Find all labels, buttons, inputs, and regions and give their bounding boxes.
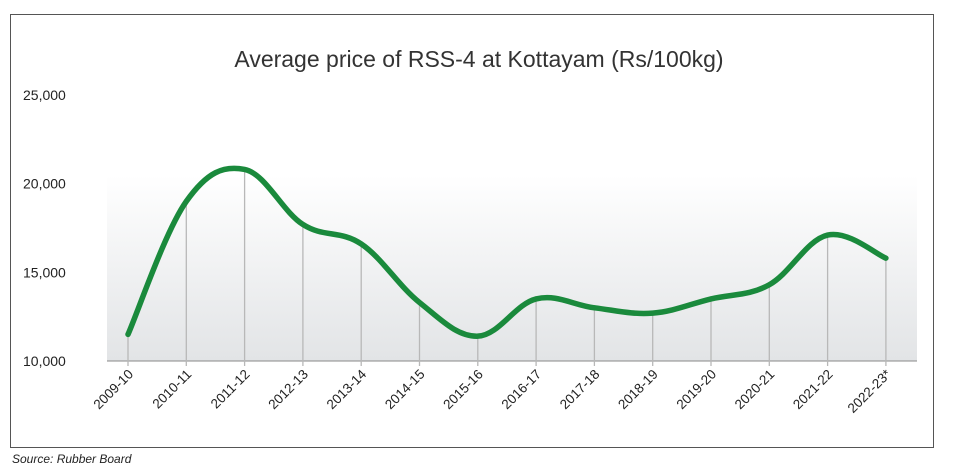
chart-frame: Average price of RSS-4 at Kottayam (Rs/1… (10, 14, 934, 448)
data-point (825, 232, 831, 238)
data-point (766, 282, 772, 288)
data-point (183, 198, 189, 204)
y-tick-label: 10,000 (23, 353, 66, 369)
y-tick-label: 20,000 (23, 176, 66, 192)
y-tick-label: 25,000 (23, 87, 66, 103)
data-point (591, 305, 597, 311)
x-tick-label: 2011-12 (208, 367, 253, 412)
x-tick-label: 2012-13 (265, 367, 311, 413)
x-tick-label: 2019-20 (673, 367, 719, 413)
x-tick-label: 2020-21 (732, 367, 778, 413)
data-point (358, 241, 364, 247)
data-point (417, 299, 422, 305)
x-tick-label: 2015-16 (440, 367, 486, 413)
chart-title: Average price of RSS-4 at Kottayam (Rs/1… (234, 46, 723, 72)
data-point (125, 331, 131, 337)
data-point (708, 296, 714, 302)
x-tick-label: 2022-23* (845, 366, 895, 416)
x-tick-label: 2009-10 (90, 367, 136, 413)
x-tick-label: 2017-18 (557, 367, 603, 413)
y-tick-label: 15,000 (23, 264, 66, 280)
x-tick-label: 2014-15 (382, 367, 428, 413)
data-point (533, 296, 539, 302)
x-tick-label: 2016-17 (499, 367, 545, 413)
x-tick-label: 2021-22 (790, 367, 836, 413)
x-tick-label: 2013-14 (324, 366, 370, 412)
data-point (883, 255, 889, 261)
source-note: Source: Rubber Board (12, 452, 132, 466)
data-point (475, 333, 481, 339)
plot-band (107, 175, 917, 361)
data-point (242, 166, 248, 172)
data-point (650, 310, 656, 316)
x-tick-label: 2018-19 (615, 367, 661, 413)
line-chart: Average price of RSS-4 at Kottayam (Rs/1… (23, 46, 917, 416)
data-point (300, 221, 306, 227)
x-tick-label: 2010-11 (149, 367, 194, 412)
